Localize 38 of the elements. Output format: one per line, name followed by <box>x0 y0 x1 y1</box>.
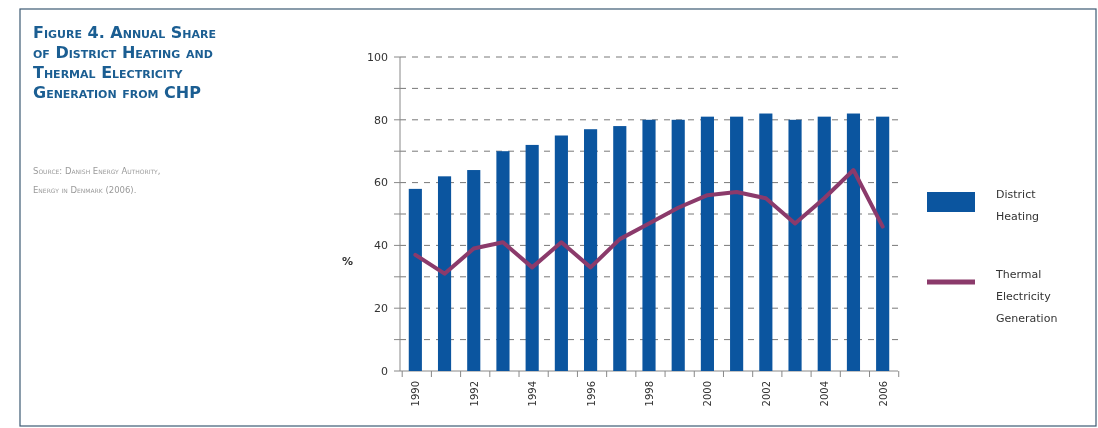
bar <box>525 144 539 371</box>
bar <box>554 135 568 371</box>
source-note: Source: Danish Energy Authority, Energy in Denmark (2006). <box>33 166 161 195</box>
bar <box>817 116 831 371</box>
y-tick-label: 100 <box>367 50 388 64</box>
bar <box>700 116 714 371</box>
bar <box>788 119 802 371</box>
y-tick-label: 20 <box>374 302 388 316</box>
x-tick-label: 1996 <box>585 381 597 407</box>
text: Figure 4. Annual Share of District Heating and Thermal Electricity Generation from CHP <box>33 23 217 102</box>
bar <box>759 113 773 371</box>
legend-label: Thermal Electricity Generation <box>995 268 1058 325</box>
bar <box>642 119 656 371</box>
x-tick-label: 1990 <box>410 381 422 407</box>
bar <box>671 119 685 371</box>
y-tick-label: 0 <box>381 364 388 378</box>
bar <box>584 129 598 371</box>
legend-label: District Heating <box>996 188 1040 223</box>
bar <box>846 113 861 371</box>
bar <box>437 176 452 371</box>
x-tick-label: 2006 <box>877 381 889 407</box>
x-tick-label: 1998 <box>644 381 655 407</box>
x-tick-label: 2002 <box>760 381 772 407</box>
y-axis-title: % <box>342 255 354 268</box>
bar <box>876 116 890 371</box>
bar <box>496 151 510 371</box>
x-tick-label: 2000 <box>702 381 714 407</box>
bar <box>613 126 627 371</box>
x-tick-label: 1992 <box>468 381 480 407</box>
bar <box>408 188 422 371</box>
y-tick-label: 80 <box>374 113 388 127</box>
bar <box>730 116 744 371</box>
bar <box>467 170 481 371</box>
y-tick-label: 40 <box>374 239 388 253</box>
x-tick-label: 2004 <box>819 381 831 407</box>
x-tick-label: 1994 <box>527 381 539 407</box>
y-tick-label: 60 <box>374 176 388 190</box>
line-series <box>413 168 885 276</box>
